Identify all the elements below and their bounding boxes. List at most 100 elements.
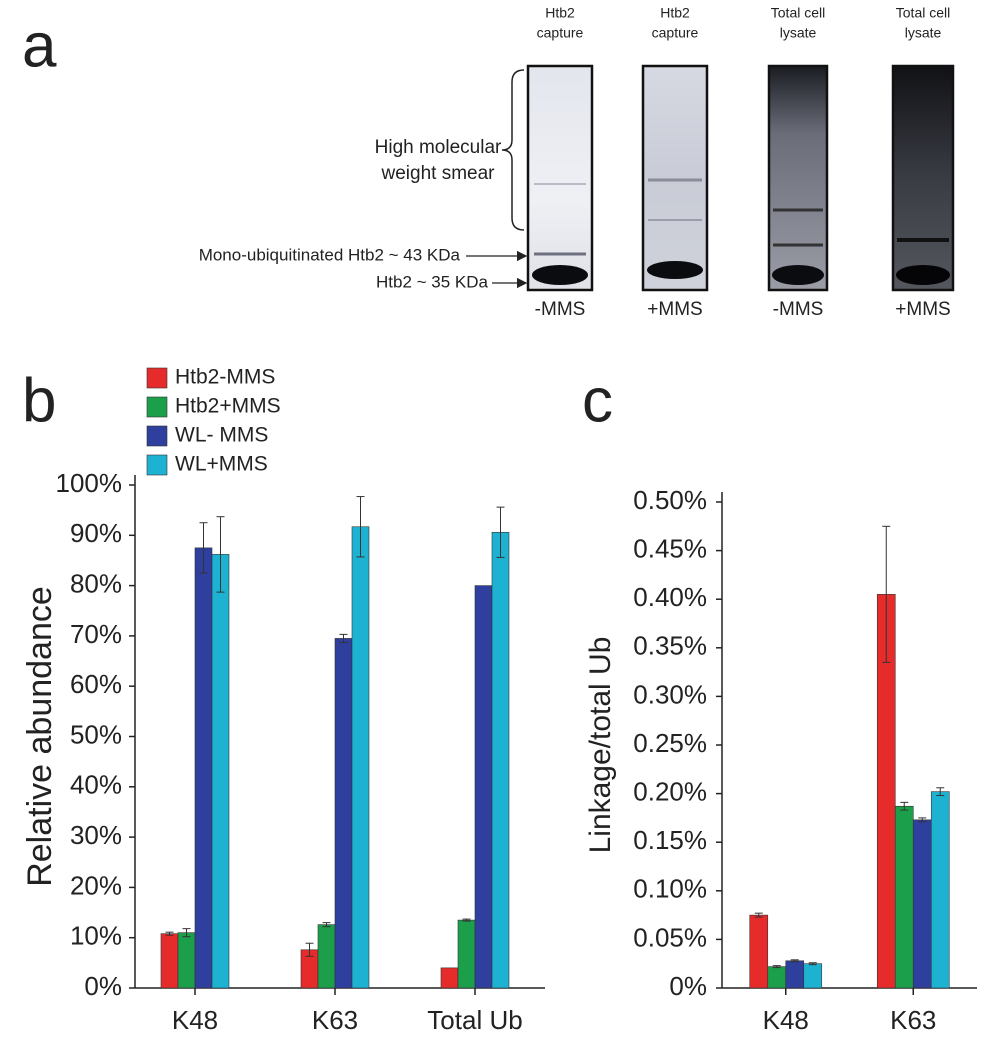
gel-lane: [891, 64, 955, 292]
lane-header: lysate: [780, 25, 817, 41]
brace: [501, 69, 525, 231]
legend-label: Htb2+MMS: [175, 395, 281, 418]
legend-label: Htb2-MMS: [175, 366, 275, 389]
gel-band: [647, 261, 703, 279]
lane-header: capture: [652, 25, 699, 41]
y-tick-label: 0.20%: [633, 776, 707, 806]
lane-condition: -MMS: [535, 299, 586, 320]
panel-letter: b: [22, 366, 56, 435]
error-bar: [305, 942, 314, 957]
lane-header: lysate: [905, 25, 942, 41]
error-bar: [182, 928, 191, 938]
lane-condition: +MMS: [647, 299, 702, 320]
error-bar: [339, 633, 348, 643]
gel: [526, 64, 955, 292]
y-tick-label: 0.30%: [633, 679, 707, 709]
bar: [474, 585, 493, 989]
y-tick-label: 20%: [70, 870, 122, 900]
y-tick-label: 0.45%: [633, 533, 707, 563]
lane-header: Total cell: [771, 5, 825, 21]
bar: [334, 638, 353, 989]
gel-band: [532, 265, 588, 285]
lane-header: capture: [537, 25, 584, 41]
y-tick-label: 30%: [70, 820, 122, 850]
error-bar: [199, 522, 208, 574]
bar: [912, 819, 932, 989]
gel-band: [896, 265, 950, 285]
y-tick-label: 0%: [84, 971, 122, 1001]
legend-swatch: [146, 396, 168, 418]
y-tick-label: 60%: [70, 669, 122, 699]
y-tick-label: 0.40%: [633, 582, 707, 612]
x-tick-label: K63: [890, 1005, 936, 1035]
x-tick-label: K48: [763, 1005, 809, 1035]
annotation: Mono-ubiquitinated Htb2 ~ 43 KDa: [199, 245, 461, 264]
y-tick-label: 10%: [70, 921, 122, 951]
legend-swatch: [146, 425, 168, 447]
x-tick-label: K63: [312, 1005, 358, 1035]
error-bar: [754, 912, 763, 918]
bar: [930, 791, 950, 989]
bar: [177, 932, 196, 989]
error-bar: [322, 922, 331, 928]
error-bar: [790, 959, 799, 963]
y-tick-label: 50%: [70, 719, 122, 749]
annotation: weight smear: [381, 163, 496, 184]
y-tick-label: 70%: [70, 619, 122, 649]
bar: [351, 526, 370, 989]
bar: [440, 967, 459, 989]
gel-lane: [526, 64, 594, 292]
bar: [785, 960, 805, 989]
error-bar: [772, 965, 781, 969]
y-tick-label: 0.15%: [633, 825, 707, 855]
x-tick-label: K48: [172, 1005, 218, 1035]
y-tick-label: 0.05%: [633, 922, 707, 952]
x-tick-label: Total Ub: [427, 1005, 522, 1035]
y-tick-label: 90%: [70, 518, 122, 548]
bar: [211, 554, 230, 989]
error-bar: [900, 801, 909, 811]
bar: [767, 966, 787, 989]
lane-condition: -MMS: [773, 299, 824, 320]
annotation: High molecular: [375, 137, 502, 158]
y-tick-label: 80%: [70, 568, 122, 598]
y-axis-label: Linkage/total Ub: [584, 637, 617, 854]
bar: [491, 531, 510, 989]
bar: [894, 805, 914, 989]
error-bar: [356, 496, 365, 558]
error-bar: [808, 962, 817, 966]
error-bar: [918, 817, 927, 823]
error-bar: [216, 516, 225, 593]
annotation: Htb2 ~ 35 KDa: [376, 272, 489, 291]
legend-swatch: [146, 454, 168, 476]
y-tick-label: 0.25%: [633, 728, 707, 758]
y-tick-label: 0.10%: [633, 874, 707, 904]
legend-label: WL+MMS: [175, 453, 268, 476]
panel-letter: c: [582, 366, 613, 435]
error-bar: [462, 918, 471, 922]
bar: [160, 933, 179, 989]
error-bar: [882, 525, 891, 663]
y-tick-label: 0%: [669, 971, 707, 1001]
lane-condition: +MMS: [895, 299, 950, 320]
y-tick-label: 0.50%: [633, 485, 707, 515]
lane-header: Total cell: [896, 5, 950, 21]
bar: [457, 919, 476, 989]
lane-header: Htb2: [545, 5, 575, 21]
gel-lane: [767, 64, 829, 292]
bar: [317, 924, 336, 989]
error-bar: [936, 787, 945, 797]
y-tick-label: 40%: [70, 770, 122, 800]
legend-label: WL- MMS: [175, 424, 268, 447]
legend-swatch: [146, 367, 168, 389]
bar: [803, 963, 823, 989]
gel-lane: [641, 64, 709, 292]
gel-band: [772, 265, 824, 285]
error-bar: [496, 506, 505, 558]
lane-header: Htb2: [660, 5, 690, 21]
y-axis-label: Relative abundance: [21, 586, 59, 887]
bar: [194, 547, 213, 989]
y-tick-label: 100%: [56, 468, 123, 498]
